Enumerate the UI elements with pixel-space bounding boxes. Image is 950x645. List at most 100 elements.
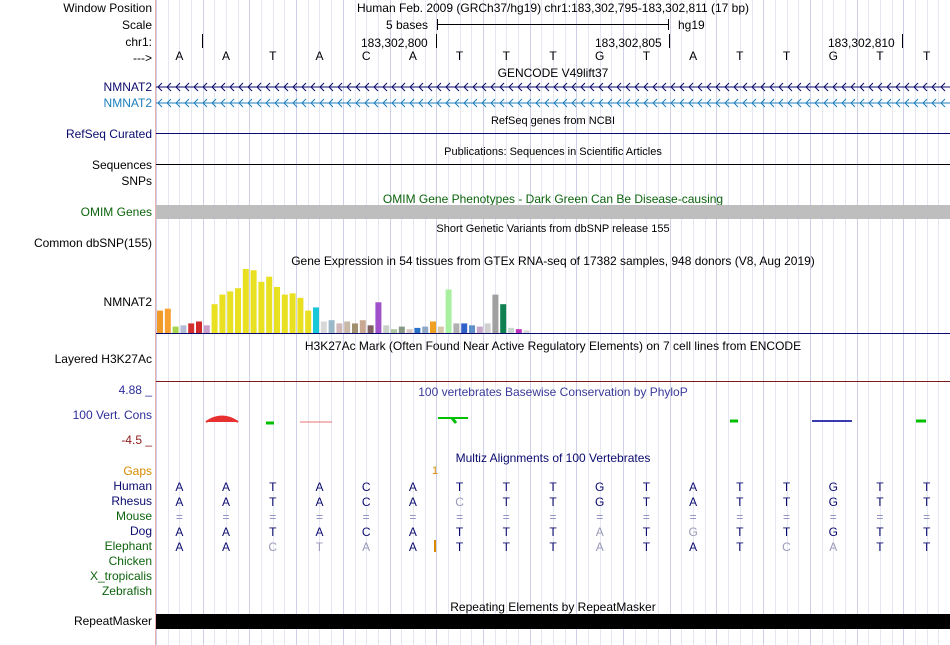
label-cons[interactable]: 100 Vert. Cons (72, 408, 152, 422)
strand-arrow (310, 98, 316, 108)
strand-arrow (715, 98, 721, 108)
gene-nmnat2-gencode-bar-2[interactable] (156, 97, 950, 109)
strand-arrow (841, 82, 847, 92)
strand-arrow (517, 98, 523, 108)
species-label-human[interactable]: Human (113, 479, 152, 493)
h3k27ac-title: H3K27Ac Mark (Often Found Near Active Re… (304, 339, 802, 353)
label-dbsnp[interactable]: Common dbSNP(155) (33, 236, 152, 250)
species-label-zebrafish[interactable]: Zebrafish (101, 584, 152, 598)
gtex-tissue-bar (359, 320, 366, 333)
alignment-base-mouse: = (642, 510, 650, 524)
strand-arrow (508, 98, 514, 108)
alignment-base-dog: G (688, 525, 698, 539)
scale-bases: 5 bases (386, 18, 429, 32)
gtex-tissue-bar (453, 323, 460, 333)
strand-arrow (499, 98, 505, 108)
alignment-base-dog: T (782, 525, 791, 539)
strand-arrow (220, 98, 226, 108)
strand-arrow (841, 98, 847, 108)
gtex-tissue-bar (242, 269, 249, 333)
strand-arrow (778, 82, 784, 92)
base-letter: G (828, 49, 838, 63)
alignment-base-dog: A (315, 525, 324, 539)
gtex-tissue-bar (313, 307, 319, 333)
strand-arrow (166, 98, 172, 108)
strand-arrow (454, 98, 460, 108)
strand-arrow (445, 98, 451, 108)
strand-arrow (859, 98, 865, 108)
strand-arrow (904, 98, 910, 108)
alignment-base-rhesus: A (408, 495, 417, 509)
label-repeatmasker[interactable]: RepeatMasker (73, 614, 152, 628)
label-gene-nmnat2-gencode[interactable]: NMNAT2 (103, 80, 152, 94)
strand-arrow (328, 82, 334, 92)
strand-arrow (337, 98, 343, 108)
strand-arrow (742, 98, 748, 108)
gtex-tissue-bar (188, 323, 195, 333)
strand-arrow (409, 82, 415, 92)
gtex-tissue-bar (476, 326, 483, 333)
base-letter: T (876, 49, 884, 63)
gtex-tissue-bar (437, 326, 444, 333)
strand-arrow (868, 98, 874, 108)
base-letter: A (315, 49, 324, 63)
strand-arrow (823, 82, 829, 92)
strand-arrow (436, 98, 442, 108)
gtex-tissue-bar (391, 329, 397, 333)
label-scale: Scale (121, 18, 152, 32)
sequences-line[interactable] (156, 164, 950, 165)
alignment-base-human: G (828, 480, 838, 494)
alignment-base-elephant: T (642, 540, 651, 554)
strand-arrow (805, 82, 811, 92)
track-area[interactable]: Human Feb. 2009 (GRCh37/hg19) chr1:183,3… (156, 0, 950, 645)
alignment-base-rhesus: T (736, 495, 744, 509)
strand-arrow (643, 98, 649, 108)
assembly-position: Human Feb. 2009 (GRCh37/hg19) chr1:183,3… (356, 1, 750, 15)
alignment-base-rhesus: G (595, 495, 605, 509)
strand-arrow (850, 82, 856, 92)
alignment-base-rhesus: A (175, 495, 184, 509)
species-label-rhesus[interactable]: Rhesus (111, 494, 152, 508)
label-omim[interactable]: OMIM Genes (80, 205, 152, 219)
cons-peak-negative (205, 415, 239, 423)
species-label-dog[interactable]: Dog (129, 524, 152, 538)
label-snps[interactable]: SNPs (121, 174, 152, 188)
strand-arrow (238, 98, 244, 108)
base-letter: T (782, 49, 791, 63)
alignment-base-rhesus: T (782, 495, 791, 509)
species-label-mouse[interactable]: Mouse (115, 509, 152, 523)
strand-arrow (787, 98, 793, 108)
gtex-bar-chart[interactable] (156, 267, 950, 333)
species-label-chicken[interactable]: Chicken (108, 554, 152, 568)
species-label-elephant[interactable]: Elephant (104, 539, 152, 553)
strand-arrow (697, 98, 703, 108)
scale-bar (437, 24, 669, 25)
cons-signal[interactable] (156, 413, 950, 433)
base-letter: T (502, 49, 510, 63)
gene-nmnat2-gencode-bar[interactable] (156, 81, 950, 93)
strand-arrow (526, 98, 532, 108)
gap-insert-marker (434, 540, 436, 552)
omim-gene-bar[interactable] (156, 205, 950, 219)
strand-arrow (877, 82, 883, 92)
alignment-base-human: T (269, 480, 277, 494)
label-gene-nmnat2-gencode-2[interactable]: NMNAT2 (103, 96, 152, 110)
label-sequences[interactable]: Sequences (91, 158, 152, 172)
gtex-tissue-bar (164, 308, 171, 333)
repeatmasker-bar[interactable] (156, 614, 950, 629)
track-labels: Window Position Scale chr1: ---> NMNAT2 … (0, 0, 155, 645)
species-label-x_tropicalis[interactable]: X_tropicalis (89, 569, 152, 583)
label-refseq[interactable]: RefSeq Curated (65, 127, 152, 141)
alignment-base-human: T (549, 480, 557, 494)
alignment-base-rhesus: A (222, 495, 231, 509)
label-gtex[interactable]: NMNAT2 (103, 295, 152, 309)
ruler-position-3: 183,302,810 (828, 36, 895, 50)
alignment-base-rhesus: G (828, 495, 838, 509)
strand-arrow (877, 98, 883, 108)
label-h3k27ac[interactable]: Layered H3K27Ac (54, 352, 152, 366)
alignment-base-elephant: A (362, 540, 371, 554)
alignment-base-human: A (175, 480, 184, 494)
alignment-base-elephant: T (549, 540, 557, 554)
base-letter: T (642, 49, 651, 63)
refseq-gene-line[interactable] (156, 133, 950, 134)
